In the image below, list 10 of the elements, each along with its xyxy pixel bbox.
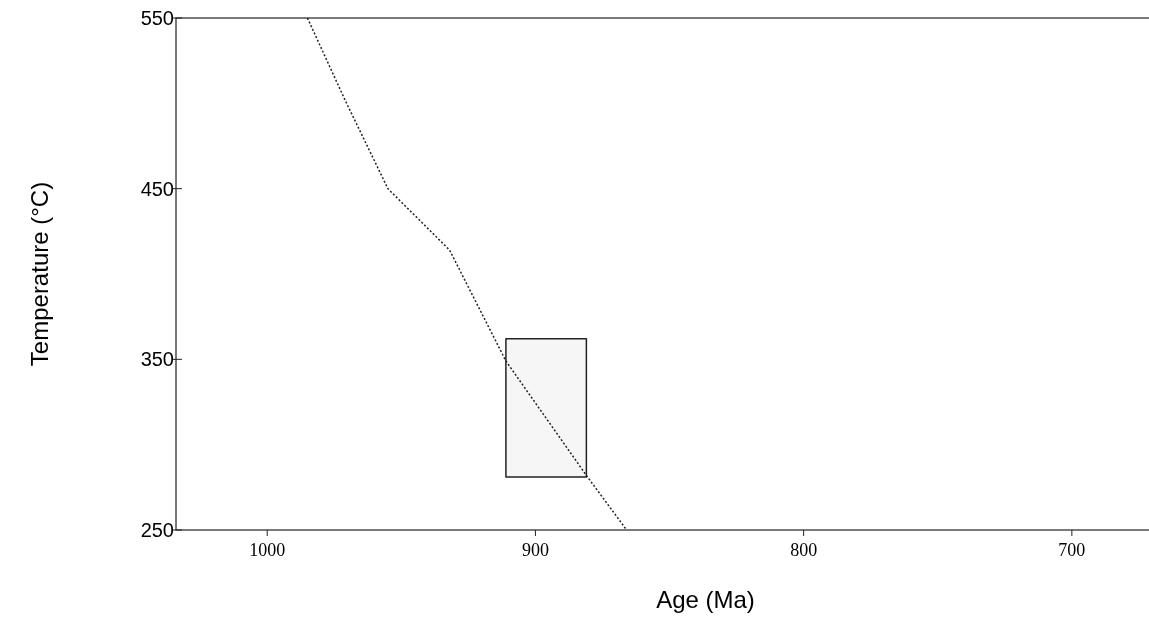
x-tick-label: 800 <box>790 540 818 560</box>
y-tick-label: 250 <box>140 519 174 541</box>
y-tick-label: 350 <box>140 348 174 371</box>
y-tick-label: 450 <box>140 177 174 200</box>
x-tick-label: 900 <box>521 540 549 560</box>
y-tick-label: 550 <box>140 7 174 29</box>
x-tick-label: 700 <box>1058 540 1086 560</box>
x-tick-label: 1000 <box>249 540 286 560</box>
x-axis-title: Age (Ma) <box>656 586 755 613</box>
y-axis-title: Temperature (°C) <box>26 181 53 367</box>
